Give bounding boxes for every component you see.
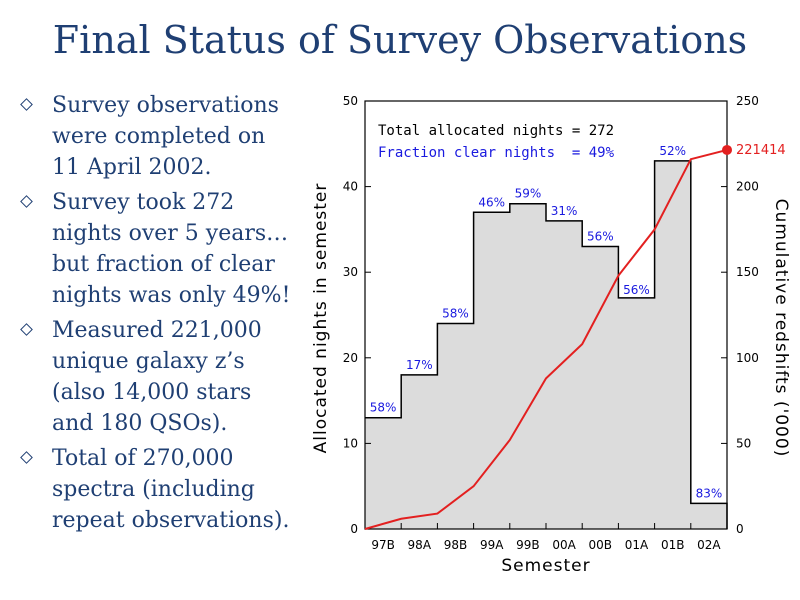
x-tick-label: 00A bbox=[552, 538, 576, 552]
left-tick-label: 20 bbox=[343, 351, 358, 365]
clear-fraction-label: 58% bbox=[370, 401, 397, 415]
clear-fraction-label: 58% bbox=[442, 307, 469, 321]
bullet-item: Measured 221,000 unique galaxy z’s (also… bbox=[18, 315, 308, 439]
clear-fraction-label: 56% bbox=[623, 283, 650, 297]
left-tick-label: 50 bbox=[343, 94, 358, 108]
slide-title: Final Status of Survey Observations bbox=[52, 18, 748, 62]
right-tick-label: 200 bbox=[736, 180, 759, 194]
x-tick-label: 00B bbox=[589, 538, 613, 552]
right-tick-label: 50 bbox=[736, 436, 751, 450]
right-tick-label: 100 bbox=[736, 351, 759, 365]
x-tick-label: 02A bbox=[697, 538, 721, 552]
curve-end-marker bbox=[722, 144, 732, 155]
total-nights-annotation: Total allocated nights = 272 bbox=[378, 123, 614, 139]
left-tick-label: 10 bbox=[343, 436, 358, 450]
x-tick-label: 97B bbox=[371, 538, 395, 552]
right-tick-label: 0 bbox=[736, 522, 744, 536]
bullet-item: Survey observations were completed on 11… bbox=[18, 90, 308, 183]
bullet-text: Survey observations were completed on 11… bbox=[52, 93, 279, 180]
x-tick-label: 99A bbox=[480, 538, 504, 552]
clear-fraction-label: 83% bbox=[696, 486, 723, 500]
bullet-text: Survey took 272 nights over 5 years… but… bbox=[52, 190, 291, 308]
bullet-item: Total of 270,000 spectra (including repe… bbox=[18, 443, 308, 536]
clear-fraction-label: 17% bbox=[406, 358, 433, 372]
x-tick-label: 01A bbox=[625, 538, 649, 552]
clear-fraction-label: 52% bbox=[659, 144, 686, 158]
y-axis-right-label: Cumulative redshifts ('000) bbox=[771, 199, 791, 458]
x-tick-label: 01B bbox=[661, 538, 685, 552]
bullet-text: Measured 221,000 unique galaxy z’s (also… bbox=[52, 318, 262, 436]
bars-outline bbox=[365, 160, 728, 529]
x-tick-label: 98B bbox=[444, 538, 468, 552]
bullet-list: Survey observations were completed on 11… bbox=[18, 90, 308, 540]
x-axis-label: Semester bbox=[501, 556, 590, 576]
left-tick-label: 0 bbox=[350, 522, 358, 536]
x-tick-label: 99B bbox=[516, 538, 540, 552]
clear-fraction-label: 59% bbox=[515, 187, 542, 201]
x-tick-label: 98A bbox=[408, 538, 432, 552]
clear-fraction-label: 31% bbox=[551, 204, 578, 218]
bullet-item: Survey took 272 nights over 5 years… but… bbox=[18, 187, 308, 311]
clear-fraction-annotation: Fraction clear nights = 49% bbox=[378, 145, 615, 161]
clear-fraction-label: 56% bbox=[587, 230, 614, 244]
right-tick-label: 150 bbox=[736, 265, 759, 279]
left-tick-label: 40 bbox=[343, 180, 358, 194]
clear-fraction-label: 46% bbox=[478, 195, 505, 209]
right-tick-label: 250 bbox=[736, 94, 759, 108]
bullet-text: Total of 270,000 spectra (including repe… bbox=[52, 446, 290, 533]
y-axis-left-label: Allocated nights in semester bbox=[311, 183, 331, 454]
left-tick-label: 30 bbox=[343, 265, 358, 279]
curve-end-label: 221414 bbox=[736, 143, 786, 158]
bars-fill-area bbox=[365, 160, 727, 530]
